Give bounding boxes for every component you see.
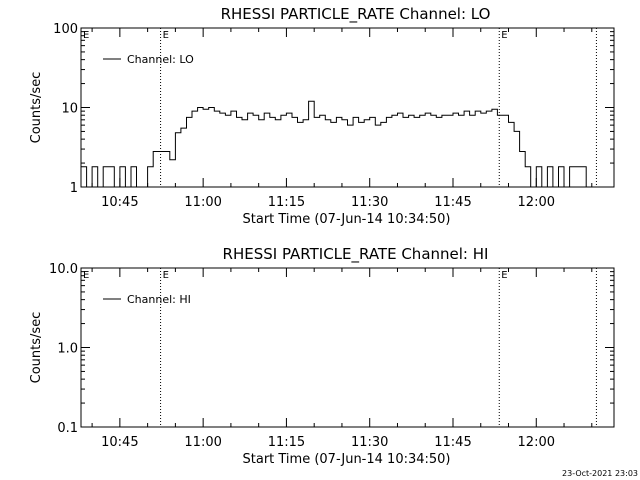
y-tick-label: 10 xyxy=(61,102,78,117)
y-tick-label: 100 xyxy=(53,22,78,37)
y-tick-label: 10.0 xyxy=(49,262,78,277)
x-axis-label-hi: Start Time (07-Jun-14 10:34:50) xyxy=(243,452,451,467)
x-tick-label: 11:45 xyxy=(434,195,471,210)
event-marker-label: E xyxy=(501,270,507,281)
x-tick-label: 12:00 xyxy=(518,195,555,210)
x-tick-label: 11:30 xyxy=(351,435,388,450)
x-tick-label: 11:15 xyxy=(268,195,305,210)
x-axis-label-lo: Start Time (07-Jun-14 10:34:50) xyxy=(243,212,451,227)
x-tick-label: 11:45 xyxy=(434,435,471,450)
footer-timestamp: 23-Oct-2021 23:03 xyxy=(562,469,638,478)
x-tick-label: 11:30 xyxy=(351,195,388,210)
event-marker-label: E xyxy=(501,30,507,41)
chart-title-hi: RHESSI PARTICLE_RATE Channel: HI xyxy=(223,245,489,264)
corner-label: E xyxy=(83,30,89,41)
x-tick-label: 12:00 xyxy=(518,435,555,450)
y-axis-label-lo: Counts/sec xyxy=(29,72,44,144)
x-tick-label: 11:15 xyxy=(268,435,305,450)
y-axis-label-hi: Counts/sec xyxy=(29,312,44,384)
legend-label-lo: Channel: LO xyxy=(127,53,194,66)
y-tick-label: 0.1 xyxy=(57,421,78,436)
x-tick-label: 11:00 xyxy=(184,435,221,450)
event-marker-label: E xyxy=(163,30,169,41)
y-tick-label: 1.0 xyxy=(57,342,78,357)
panel-hi: RHESSI PARTICLE_RATE Channel: HI 0.1 1.0 10… xyxy=(29,245,615,467)
corner-label: E xyxy=(83,270,89,281)
event-marker-label: E xyxy=(163,270,169,281)
chart-title-lo: RHESSI PARTICLE_RATE Channel: LO xyxy=(221,5,491,24)
y-tick-label: 1 xyxy=(70,181,78,196)
x-tick-label: 10:45 xyxy=(101,195,138,210)
series-line-lo xyxy=(81,100,598,188)
x-tick-label: 11:00 xyxy=(184,195,221,210)
legend-label-hi: Channel: HI xyxy=(127,293,191,306)
x-tick-label: 10:45 xyxy=(101,435,138,450)
panel-lo: RHESSI PARTICLE_RATE Channel: LO 1 10 100 10… xyxy=(29,5,615,227)
